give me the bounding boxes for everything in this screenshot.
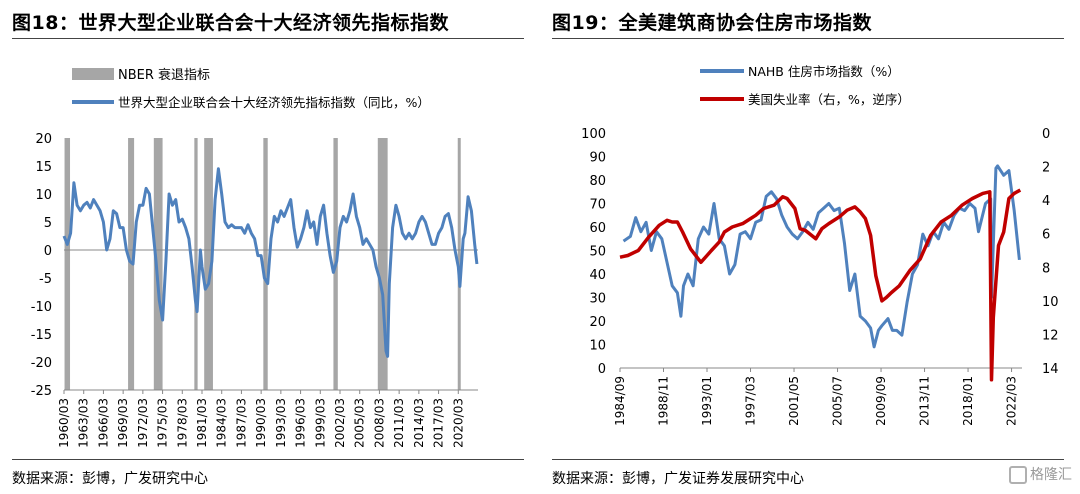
- source-note: 数据来源：彭博，广发研究中心: [12, 471, 208, 487]
- y-tick-label: 15: [35, 160, 52, 175]
- x-tick-label: 1960/03: [57, 398, 71, 448]
- x-tick-label: 1972/03: [136, 398, 150, 448]
- y-left-tick-label: 70: [589, 198, 606, 213]
- recession-bar: [377, 138, 388, 390]
- x-tick-label: 2005/03: [353, 398, 367, 448]
- x-tick-label: 2011/03: [392, 398, 406, 448]
- recession-bar: [64, 138, 71, 390]
- y-right-tick-label: 14: [1042, 362, 1059, 377]
- unemployment-line: [619, 188, 1022, 382]
- title-divider: [552, 38, 1064, 39]
- legend-unemployment-label: 美国失业率（右，%，逆序）: [748, 92, 910, 107]
- x-tick-label: 1969/03: [116, 398, 130, 448]
- x-tick-label: 2022/03: [1005, 376, 1019, 426]
- footer-divider: [12, 459, 524, 460]
- x-tick-label: 2013/11: [918, 376, 932, 426]
- y-tick-label: -25: [31, 384, 52, 399]
- x-tick-label: 2009/09: [874, 376, 888, 426]
- x-tick-label: 1978/03: [175, 398, 189, 448]
- x-tick-label: 1997/03: [744, 376, 758, 426]
- y-tick-label: -15: [31, 328, 52, 343]
- x-tick-label: 1988/11: [657, 376, 671, 426]
- y-left-tick-label: 100: [581, 127, 606, 142]
- x-tick-label: 2008/03: [372, 398, 386, 448]
- figure-18-title: 图18：世界大型企业联合会十大经济领先指标指数: [12, 12, 449, 34]
- y-left-tick-label: 10: [589, 339, 606, 354]
- recession-bar: [204, 138, 213, 390]
- x-tick-label: 1996/03: [294, 398, 308, 448]
- watermark-text: 格隆汇: [1030, 467, 1072, 483]
- y-left-tick-label: 30: [589, 292, 606, 307]
- y-tick-label: -5: [39, 272, 52, 287]
- x-tick-label: 2005/07: [831, 376, 845, 426]
- y-left-tick-label: 0: [598, 362, 606, 377]
- left-figure-panel: 图18：世界大型企业联合会十大经济领先指标指数 20 15 10 5 0 -5 -10 -15…: [12, 12, 524, 487]
- footer-divider: [552, 459, 1064, 460]
- watermark: 格隆汇: [1009, 464, 1072, 484]
- x-tick-label: 1999/03: [313, 398, 327, 448]
- y-right-tick-label: 10: [1042, 295, 1059, 310]
- x-tick-label: 2002/03: [333, 398, 347, 448]
- nahb-index-line: [622, 164, 1021, 349]
- y-left-tick-label: 50: [589, 245, 606, 260]
- y-left-tick-label: 40: [589, 268, 606, 283]
- x-tick-label: 1993/03: [274, 398, 288, 448]
- x-tick-label: 1963/03: [77, 398, 91, 448]
- right-figure-panel: 图19：全美建筑商协会住房市场指数 100 90 80 70 60 50 40 30 20 10 0…: [540, 0, 1080, 494]
- y-right-tick-label: 4: [1042, 194, 1050, 209]
- x-tick-label: 2001/05: [787, 376, 801, 426]
- y-tick-label: 5: [44, 216, 52, 231]
- x-tick-label: 1966/03: [96, 398, 110, 448]
- y-tick-label: -20: [31, 356, 52, 371]
- x-tick-label: 1987/03: [234, 398, 248, 448]
- legend-series-label: 世界大型企业联合会十大经济领先指标指数（同比，%）: [118, 95, 430, 110]
- leading-index-chart: 20 15 10 5 0 -5 -10 -15 -20 -25 1960/03 1963/03 1966…: [31, 67, 479, 448]
- nahb-index-chart: 1009080706050403020100024681012141984/09…: [581, 64, 1059, 426]
- y-right-tick-label: 12: [1042, 328, 1059, 343]
- x-tick-label: 1975/03: [156, 398, 170, 448]
- legend-recession-swatch: [72, 68, 114, 80]
- legend-nahb-label: NAHB 住房市场指数（%）: [748, 64, 900, 79]
- x-tick-label: 2017/03: [432, 398, 446, 448]
- title-divider: [12, 38, 524, 39]
- x-tick-label: 2014/03: [412, 398, 426, 448]
- y-left-tick-label: 60: [589, 221, 606, 236]
- x-tick-label: 1993/01: [700, 376, 714, 426]
- y-tick-label: 20: [35, 132, 52, 147]
- y-right-tick-label: 6: [1042, 228, 1050, 243]
- y-left-tick-label: 80: [589, 174, 606, 189]
- x-tick-label: 1981/03: [195, 398, 209, 448]
- legend-recession-label: NBER 衰退指标: [118, 67, 210, 83]
- x-tick-label: 2020/03: [451, 398, 465, 448]
- recession-bar: [153, 138, 163, 390]
- y-tick-label: -10: [31, 300, 52, 315]
- leading-index-line: [62, 167, 479, 358]
- x-tick-label: 1984/09: [613, 376, 627, 426]
- x-tick-label: 1984/03: [215, 398, 229, 448]
- y-tick-label: 0: [44, 244, 52, 259]
- gelonghui-logo-icon: [1009, 466, 1027, 484]
- recession-bar: [194, 138, 198, 390]
- y-left-tick-label: 20: [589, 315, 606, 330]
- y-left-tick-label: 90: [589, 151, 606, 166]
- y-right-tick-label: 2: [1042, 161, 1050, 176]
- x-tick-label: 2018/01: [961, 376, 975, 426]
- y-right-tick-label: 8: [1042, 261, 1050, 276]
- x-tick-label: 1990/03: [254, 398, 268, 448]
- y-right-tick-label: 0: [1042, 127, 1050, 142]
- figure-19-title: 图19：全美建筑商协会住房市场指数: [552, 12, 872, 34]
- y-tick-label: 10: [35, 188, 52, 203]
- recession-bar: [263, 138, 268, 390]
- source-note: 数据来源：彭博，广发证券发展研究中心: [552, 471, 804, 487]
